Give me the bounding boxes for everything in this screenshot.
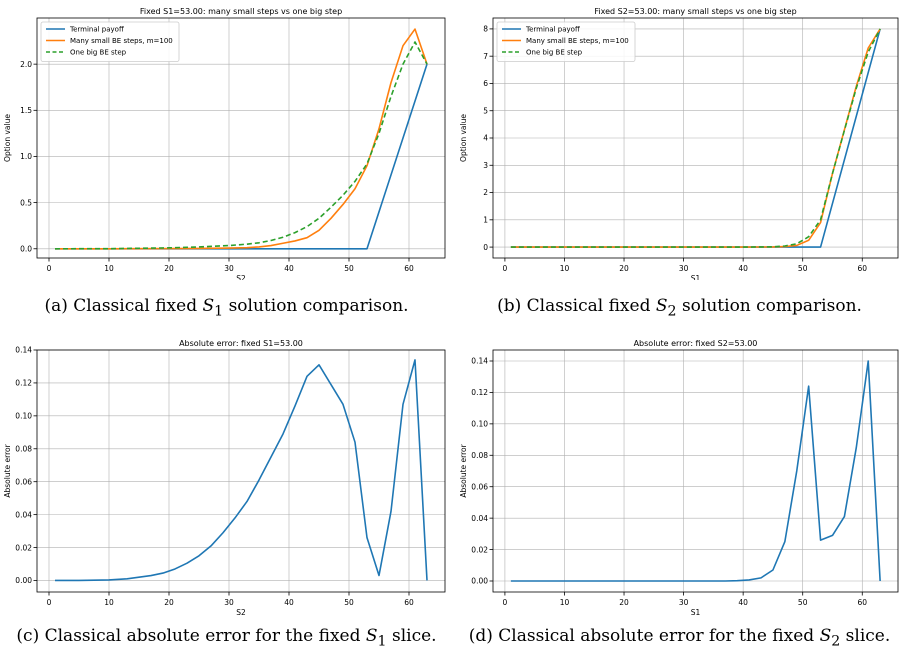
y-tick-label: 0.06 xyxy=(15,477,32,486)
x-tick-label: 10 xyxy=(560,598,570,607)
legend-label: Many small BE steps, m=100 xyxy=(526,37,629,45)
series-line-0 xyxy=(55,359,428,582)
chart-title: Absolute error: fixed S2=53.00 xyxy=(634,339,758,348)
x-tick-label: 20 xyxy=(619,264,629,273)
chart-panel-d: 0 10 20 30 40 50 60 0.00 0.02 0.04 0.06 0.08 0.10 0.1… xyxy=(453,334,906,616)
legend-box xyxy=(496,21,636,62)
chart-title: Absolute error: fixed S1=53.00 xyxy=(179,339,303,348)
y-tick-label: 1.0 xyxy=(20,152,32,161)
x-tick-label: 20 xyxy=(619,598,629,607)
legend-label: Many small BE steps, m=100 xyxy=(70,37,173,45)
series-line-2 xyxy=(54,41,428,250)
x-tick-label: 0 xyxy=(47,598,52,607)
x-tick-label: 50 xyxy=(798,598,808,607)
y-tick-label: 0.08 xyxy=(15,444,32,453)
y-tick-label: 0.14 xyxy=(15,346,32,355)
y-tick-label: 0.04 xyxy=(15,510,32,519)
chart-panel-b: 0 10 20 30 40 50 60 0 1 2 3 4 5 6 7 8 Fixed S2=53.00: ma… xyxy=(453,0,906,280)
y-tick-label: 0.10 xyxy=(15,412,32,421)
y-tick-label: 0.12 xyxy=(471,388,488,397)
x-axis-label: S1 xyxy=(691,274,701,280)
legend-label: One big BE step xyxy=(526,49,583,57)
x-tick-label: 50 xyxy=(798,264,808,273)
x-tick-label: 30 xyxy=(224,264,234,273)
x-tick-label: 30 xyxy=(679,598,689,607)
x-tick-label: 40 xyxy=(284,598,294,607)
x-tick-label: 50 xyxy=(344,264,354,273)
x-axis-label: S1 xyxy=(691,608,701,616)
y-tick-label: 0.02 xyxy=(471,545,488,554)
x-tick-label: 10 xyxy=(560,264,570,273)
x-tick-label: 0 xyxy=(47,264,52,273)
x-tick-label: 0 xyxy=(503,264,508,273)
y-tick-label: 0.06 xyxy=(471,482,488,491)
legend-label: One big BE step xyxy=(70,49,127,57)
y-tick-label: 0.10 xyxy=(471,420,488,429)
y-tick-label: 1 xyxy=(483,216,488,225)
chart-svg-b: 0 10 20 30 40 50 60 0 1 2 3 4 5 6 7 8 Fixed S2=53.00: ma… xyxy=(459,7,899,280)
y-tick-label: 3 xyxy=(483,161,488,170)
y-tick-label: 0.04 xyxy=(471,514,488,523)
x-tick-label: 40 xyxy=(284,264,294,273)
y-axis-label: Option value xyxy=(459,114,468,162)
y-axis-label: Absolute error xyxy=(3,443,12,497)
x-tick-label: 40 xyxy=(738,598,748,607)
chart-svg-d: 0 10 20 30 40 50 60 0.00 0.02 0.04 0.06 0.08 0.10 0.1… xyxy=(459,339,899,616)
caption-b: (b) Classical fixed S2 solution comparis… xyxy=(497,296,862,320)
series-line-1 xyxy=(55,28,428,250)
axes-frame xyxy=(36,349,446,593)
x-tick-label: 0 xyxy=(503,598,508,607)
x-tick-label: 10 xyxy=(104,264,114,273)
y-tick-label: 5 xyxy=(483,106,488,115)
y-tick-label: 0.14 xyxy=(471,357,488,366)
y-axis-label: Option value xyxy=(3,114,12,162)
x-tick-label: 40 xyxy=(738,264,748,273)
y-tick-label: 2 xyxy=(483,188,488,197)
y-tick-label: 8 xyxy=(483,25,488,34)
y-tick-label: 0.5 xyxy=(20,198,32,207)
x-tick-label: 50 xyxy=(344,598,354,607)
chart-svg-a: 0 10 20 30 40 50 60 0.0 0.5 1.0 1.5 2.0 Fixed S1=53.… xyxy=(3,7,446,280)
x-tick-label: 20 xyxy=(164,598,174,607)
x-tick-label: 60 xyxy=(404,264,414,273)
y-tick-label: 4 xyxy=(483,134,488,143)
axes-frame xyxy=(36,17,446,259)
legend-box xyxy=(40,21,180,62)
y-tick-label: 2.0 xyxy=(20,60,32,69)
y-tick-label: 0.02 xyxy=(15,543,32,552)
series-line-0 xyxy=(510,360,881,582)
caption-a: (a) Classical fixed S1 solution comparis… xyxy=(44,296,409,320)
caption-d: (d) Classical absolute error for the fix… xyxy=(468,626,891,650)
axes-frame xyxy=(492,349,899,593)
y-tick-label: 0.0 xyxy=(20,244,32,253)
chart-panel-c: 0 10 20 30 40 50 60 0.00 0.02 0.04 0.06 0.08 0.10 0.1… xyxy=(0,334,453,616)
y-tick-label: 1.5 xyxy=(20,106,32,115)
x-tick-label: 60 xyxy=(857,598,867,607)
chart-title: Fixed S1=53.00: many small steps vs one … xyxy=(140,7,342,16)
y-tick-label: 0 xyxy=(483,243,488,252)
chart-svg-c: 0 10 20 30 40 50 60 0.00 0.02 0.04 0.06 0.08 0.10 0.1… xyxy=(3,339,446,616)
caption-c: (c) Classical absolute error for the fix… xyxy=(16,626,437,650)
x-tick-label: 60 xyxy=(857,264,867,273)
legend-label: Terminal payoff xyxy=(525,26,580,34)
x-tick-label: 60 xyxy=(404,598,414,607)
x-tick-label: 30 xyxy=(224,598,234,607)
x-axis-label: S2 xyxy=(236,608,246,616)
chart-title: Fixed S2=53.00: many small steps vs one … xyxy=(594,7,796,16)
y-tick-label: 0.08 xyxy=(471,451,488,460)
chart-panel-a: 0 10 20 30 40 50 60 0.0 0.5 1.0 1.5 2.0 Fixed S1=53.… xyxy=(0,0,453,280)
y-tick-label: 6 xyxy=(483,79,488,88)
y-tick-label: 0.12 xyxy=(15,379,32,388)
x-tick-label: 20 xyxy=(164,264,174,273)
y-axis-label: Absolute error xyxy=(459,443,468,497)
series-line-2 xyxy=(510,28,881,248)
y-tick-label: 7 xyxy=(483,52,488,61)
y-tick-label: 0.00 xyxy=(15,576,32,585)
legend-label: Terminal payoff xyxy=(69,26,124,34)
x-axis-label: S2 xyxy=(236,274,246,280)
x-tick-label: 10 xyxy=(104,598,114,607)
x-tick-label: 30 xyxy=(679,264,689,273)
y-tick-label: 0.00 xyxy=(471,577,488,586)
